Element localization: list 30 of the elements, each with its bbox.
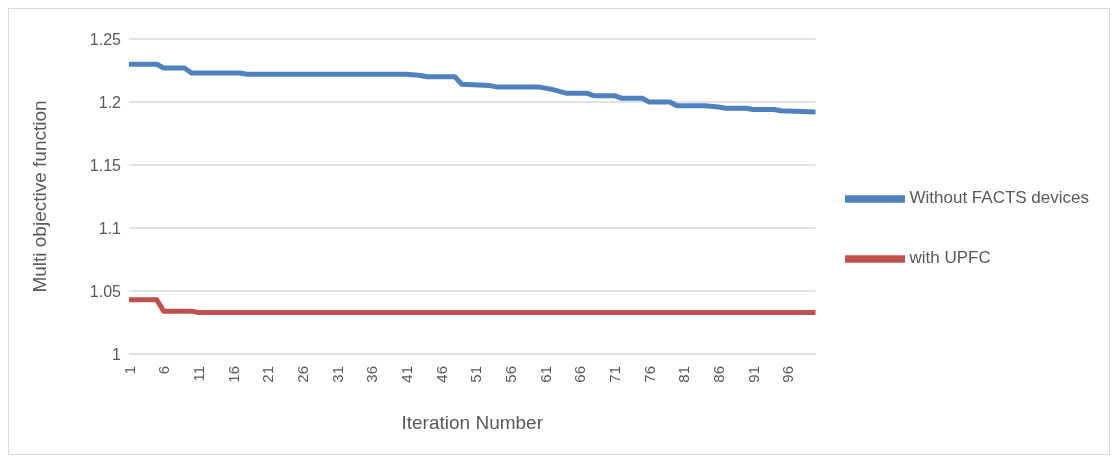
y-tick-label: 1.15 [89,156,122,174]
x-tick-label: 76 [640,366,658,383]
legend-label: with UPFC [909,248,991,268]
legend-label: Without FACTS devices [909,188,1089,208]
x-tick-label: 91 [744,366,762,383]
y-tick-label: 1.25 [89,30,122,48]
y-tick-label: 1 [112,345,122,363]
x-tick-label: 21 [259,366,277,383]
y-tick-label: 1.1 [98,219,122,237]
y-tick-label: 1.05 [89,282,122,300]
x-axis-title: Iteration Number [401,412,544,433]
x-tick-label: 51 [467,366,485,383]
y-axis-title: Multi objective function [28,100,50,293]
y-tick-label: 1.2 [98,93,122,111]
x-tick-label: 31 [328,366,346,383]
x-tick-label: 71 [605,366,623,383]
x-tick-label: 6 [155,366,173,375]
x-tick-label: 46 [432,366,450,383]
x-tick-label: 11 [189,366,207,382]
x-tick-label: 36 [363,366,381,383]
x-tick-label: 86 [709,366,727,383]
x-tick-label: 81 [675,366,693,383]
x-tick-label: 16 [224,366,242,383]
x-tick-label: 41 [397,366,415,383]
x-tick-label: 1 [120,366,138,375]
x-tick-label: 56 [501,366,519,383]
x-tick-label: 96 [779,366,797,383]
x-tick-label: 26 [293,366,311,383]
x-tick-label: 66 [571,366,589,383]
x-tick-label: 61 [536,366,554,383]
